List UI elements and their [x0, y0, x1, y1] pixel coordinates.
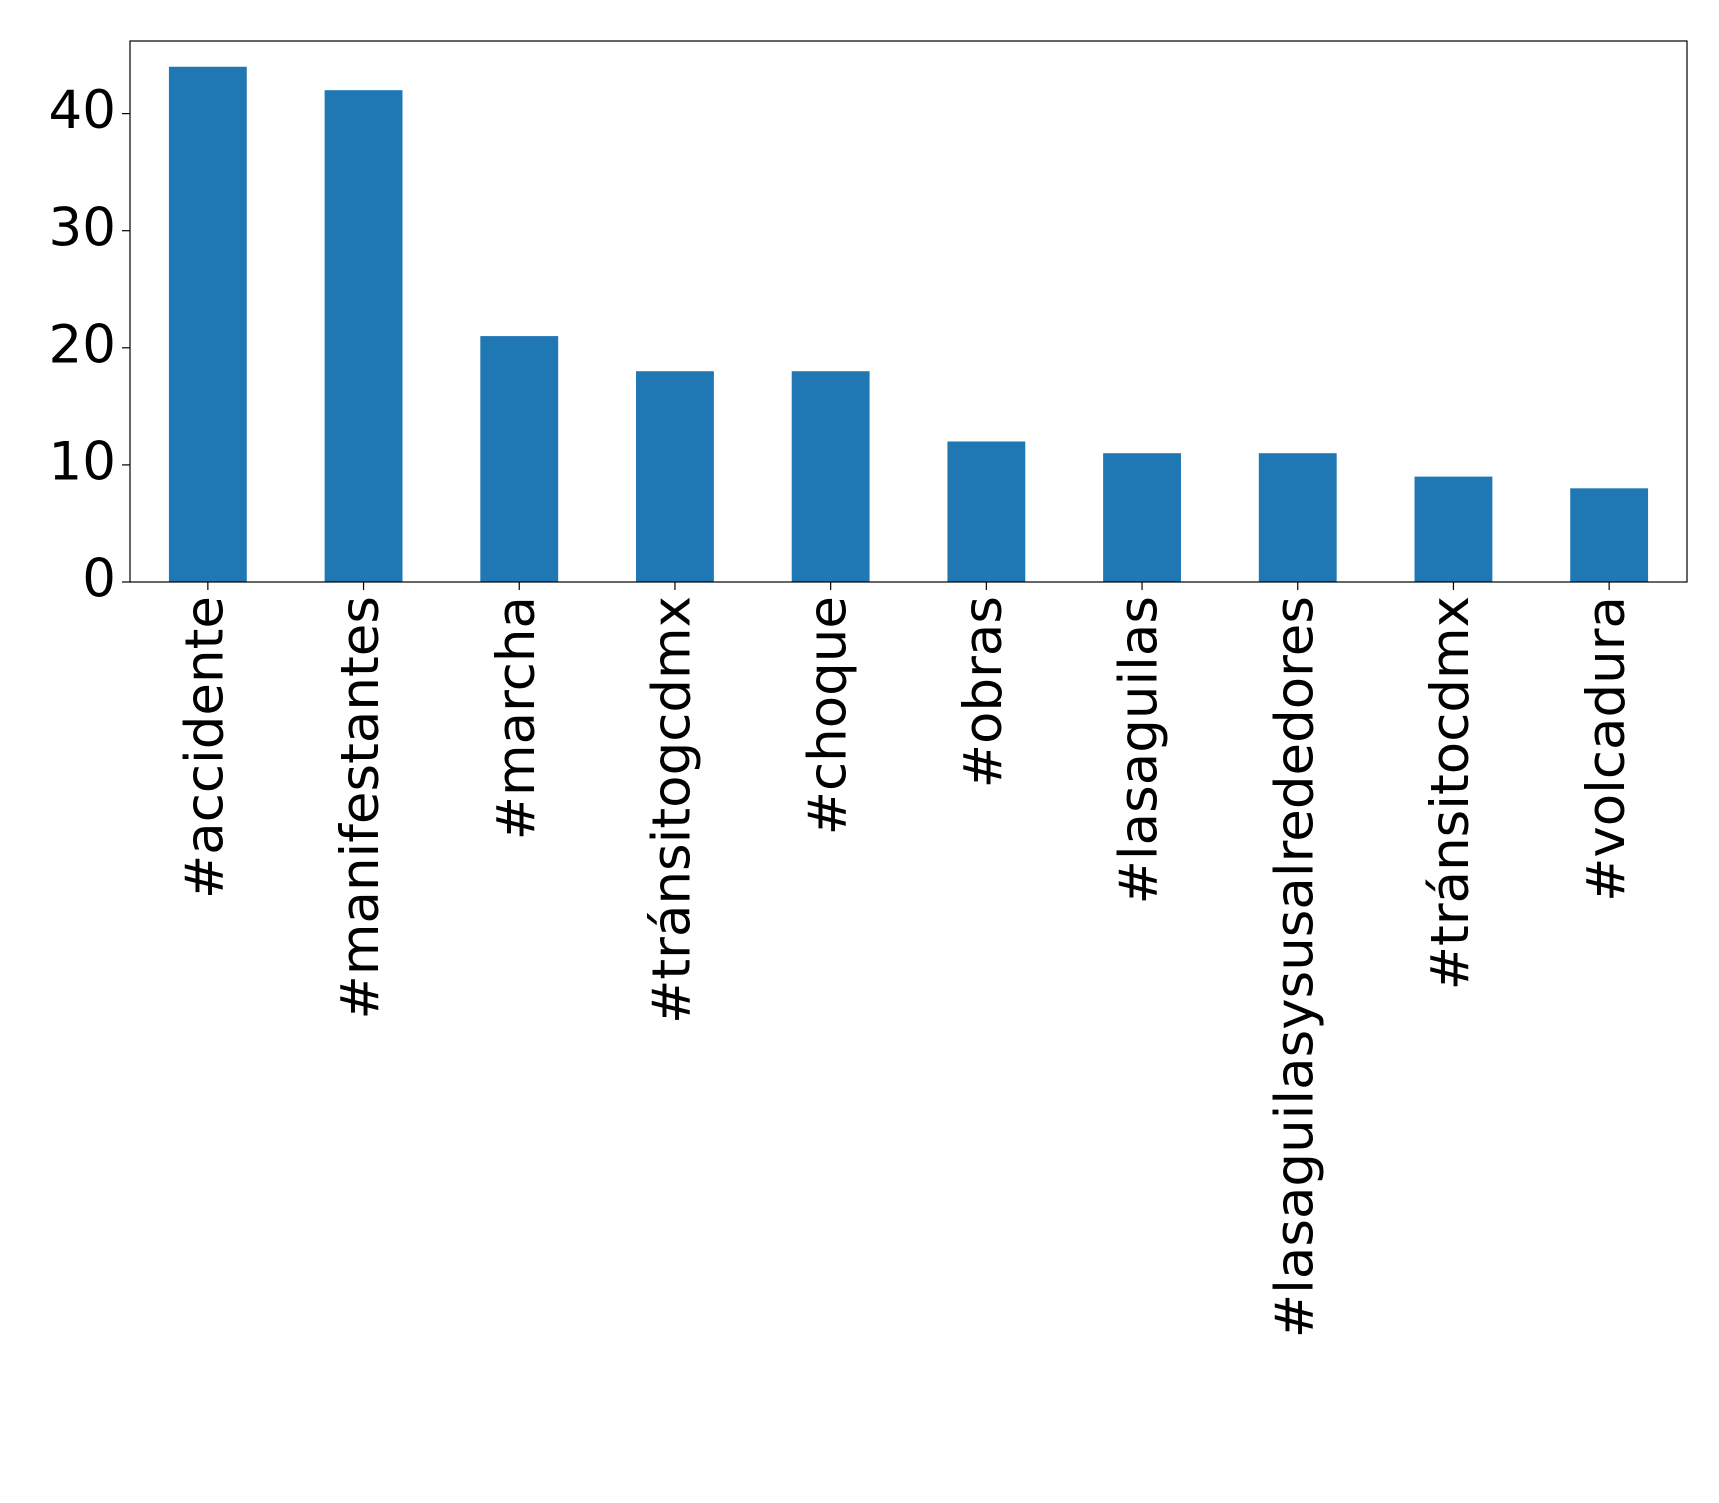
- bar: [791, 371, 870, 582]
- bar: [324, 90, 403, 582]
- x-tick-label: #tránsitogcdmx: [642, 596, 703, 1024]
- bar: [947, 441, 1026, 582]
- plot-frame: [129, 40, 1688, 583]
- bar: [480, 336, 559, 582]
- y-tick-label: 30: [49, 197, 116, 258]
- x-tick-label: #volcadura: [1576, 596, 1637, 902]
- bar: [1103, 453, 1181, 582]
- y-tick-label: 0: [82, 549, 116, 610]
- x-tick-label: #accidente: [174, 596, 235, 899]
- y-tick-label: 10: [49, 432, 116, 493]
- x-tick-label: #obras: [953, 596, 1014, 788]
- bar: [636, 371, 714, 582]
- x-tick-label: #lasaguilasysusalrededores: [1264, 596, 1325, 1338]
- y-tick-label: 20: [49, 314, 116, 375]
- bar: [1570, 488, 1649, 582]
- x-tick-label: #lasaguilas: [1109, 596, 1170, 904]
- bar: [1258, 453, 1337, 582]
- bar: [168, 66, 247, 582]
- x-tick-label: #marcha: [486, 596, 547, 840]
- bar: [1414, 476, 1493, 582]
- x-tick-label: #manifestantes: [330, 596, 391, 1020]
- x-tick-label: #choque: [797, 596, 858, 835]
- x-tick-label: #tránsitocdmx: [1420, 596, 1481, 990]
- y-tick-label: 40: [49, 80, 116, 141]
